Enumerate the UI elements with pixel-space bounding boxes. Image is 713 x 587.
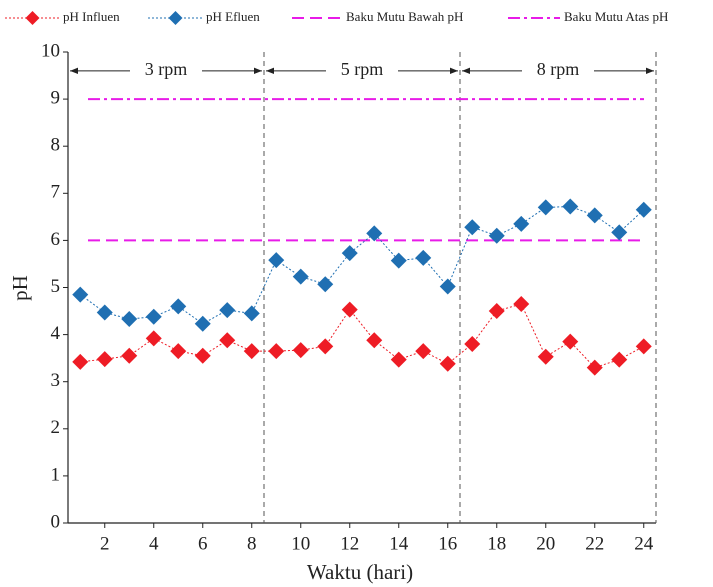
data-point xyxy=(194,315,211,332)
legend-label: pH Efluen xyxy=(206,9,260,24)
x-tick-label: 20 xyxy=(536,533,555,554)
data-point xyxy=(562,333,579,350)
phase-label: 3 rpm xyxy=(145,59,188,79)
y-tick-label: 0 xyxy=(51,511,61,532)
data-point xyxy=(243,343,260,360)
y-tick-label: 3 xyxy=(51,370,61,391)
data-point xyxy=(635,201,652,218)
data-point xyxy=(96,304,113,321)
legend-label: Baku Mutu Atas pH xyxy=(564,9,668,24)
data-point xyxy=(488,303,505,320)
series-line xyxy=(79,205,645,325)
data-point xyxy=(96,351,113,368)
data-point xyxy=(586,359,603,376)
data-point xyxy=(268,343,285,360)
data-point xyxy=(439,355,456,372)
y-tick-label: 9 xyxy=(51,87,61,108)
data-point xyxy=(72,353,89,370)
data-point xyxy=(586,207,603,224)
x-tick-label: 4 xyxy=(149,533,159,554)
x-tick-label: 8 xyxy=(247,533,257,554)
x-tick-label: 2 xyxy=(100,533,110,554)
data-point xyxy=(121,347,138,364)
data-point xyxy=(292,342,309,359)
data-point xyxy=(439,278,456,295)
y-tick-label: 4 xyxy=(51,323,61,344)
series-line xyxy=(80,303,644,369)
data-point xyxy=(415,343,432,360)
y-tick-label: 7 xyxy=(51,182,61,203)
x-tick-label: 12 xyxy=(340,533,359,554)
data-point xyxy=(170,298,187,315)
data-point xyxy=(635,338,652,355)
data-point xyxy=(145,308,162,325)
x-tick-label: 16 xyxy=(438,533,457,554)
data-point xyxy=(145,330,162,347)
data-point xyxy=(390,252,407,269)
data-point xyxy=(121,311,138,328)
y-tick-label: 5 xyxy=(51,276,61,297)
data-point xyxy=(537,348,554,365)
legend-label: pH Influen xyxy=(63,9,120,24)
x-tick-label: 6 xyxy=(198,533,208,554)
data-point xyxy=(390,351,407,368)
data-point xyxy=(464,336,481,353)
legend-marker xyxy=(168,11,183,25)
data-point xyxy=(537,199,554,216)
data-point xyxy=(562,198,579,215)
y-axis-label: pH xyxy=(8,275,32,301)
data-point xyxy=(219,302,236,319)
data-point xyxy=(317,276,334,293)
legend-label: Baku Mutu Bawah pH xyxy=(346,9,463,24)
y-tick-label: 8 xyxy=(51,135,61,156)
x-tick-label: 14 xyxy=(389,533,409,554)
data-point xyxy=(366,225,383,242)
x-tick-label: 24 xyxy=(634,533,654,554)
data-point xyxy=(219,332,236,349)
x-tick-label: 22 xyxy=(585,533,604,554)
data-point xyxy=(243,305,260,322)
data-point xyxy=(366,332,383,349)
legend-marker xyxy=(25,11,40,25)
data-point xyxy=(415,249,432,266)
data-point xyxy=(513,215,530,232)
data-point xyxy=(341,301,358,318)
data-point xyxy=(611,224,628,241)
phase-label: 8 rpm xyxy=(537,59,580,79)
data-point xyxy=(268,252,285,269)
data-point xyxy=(292,268,309,285)
data-point xyxy=(488,227,505,244)
phase-label: 5 rpm xyxy=(341,59,384,79)
data-point xyxy=(464,219,481,236)
x-axis-label: Waktu (hari) xyxy=(307,560,413,584)
data-point xyxy=(194,347,211,364)
data-point xyxy=(170,343,187,360)
x-tick-label: 10 xyxy=(291,533,310,554)
y-tick-label: 10 xyxy=(41,40,60,61)
y-tick-label: 1 xyxy=(51,464,61,485)
y-tick-label: 6 xyxy=(51,229,61,250)
y-tick-label: 2 xyxy=(51,417,61,438)
data-point xyxy=(513,295,530,312)
x-tick-label: 18 xyxy=(487,533,506,554)
data-point xyxy=(72,286,89,303)
data-point xyxy=(317,338,334,355)
data-point xyxy=(611,351,628,368)
data-point xyxy=(341,245,358,262)
